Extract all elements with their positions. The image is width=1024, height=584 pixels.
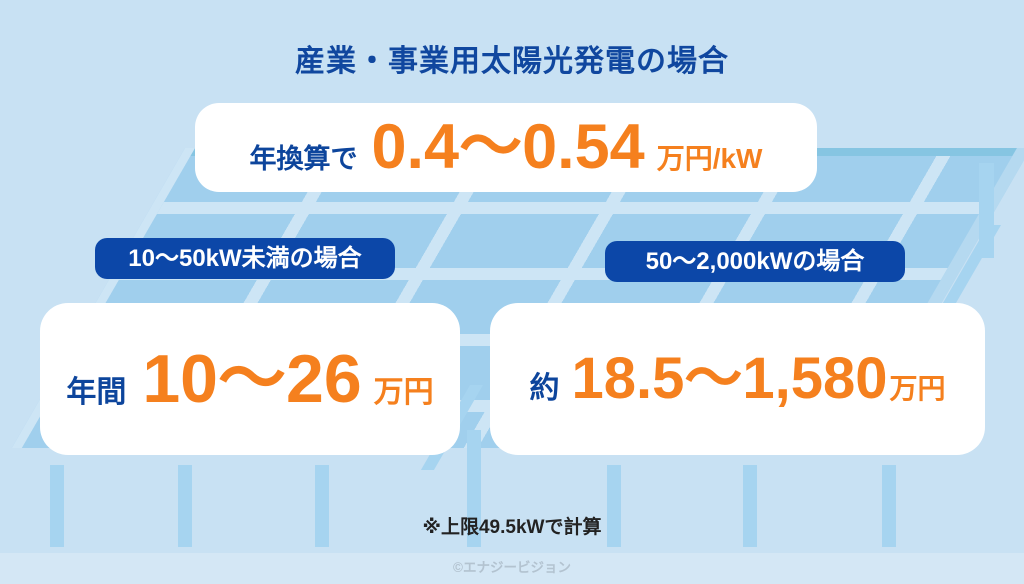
cost-50-2000kw-text: 約 18.5〜1,580 万円 — [529, 350, 945, 408]
cost-card-under-50kw: 年間 10〜26 万円 — [40, 303, 460, 455]
page-title: 産業・事業用太陽光発電の場合 — [295, 45, 729, 78]
cost-under-50kw-value: 10〜26 — [142, 341, 362, 417]
panel-leg — [743, 465, 757, 547]
panel-post-right — [979, 163, 994, 258]
cost-under-50kw-prefix: 年間 — [66, 376, 127, 409]
annual-per-kw-value: 0.4〜0.54 — [371, 112, 645, 182]
panel-leg — [882, 465, 896, 547]
cost-50-2000kw-value: 18.5〜1,580 — [571, 346, 888, 411]
case-label-50-2000kw: 50〜2,000kWの場合 — [605, 241, 905, 282]
panel-leg — [467, 430, 481, 547]
panel-leg — [50, 465, 64, 547]
copyright-credit: ©エナジービジョン — [453, 560, 571, 575]
panel-leg — [607, 465, 621, 547]
annual-per-kw-prefix: 年換算で — [249, 144, 358, 174]
annual-per-kw-card: 年換算で 0.4〜0.54 万円/kW — [195, 103, 817, 192]
cost-50-2000kw-unit: 万円 — [889, 373, 946, 404]
case-label-under-50kw: 10〜50kW未満の場合 — [95, 238, 395, 279]
cost-card-50-2000kw: 約 18.5〜1,580 万円 — [490, 303, 985, 455]
panel-leg — [315, 465, 329, 547]
cost-50-2000kw-prefix: 約 — [529, 372, 560, 405]
cost-under-50kw-text: 年間 10〜26 万円 — [66, 345, 433, 413]
ground-band — [0, 553, 1024, 584]
cost-under-50kw-unit: 万円 — [373, 376, 434, 409]
calculation-footnote: ※上限49.5kWで計算 — [422, 517, 602, 538]
annual-per-kw-text: 年換算で 0.4〜0.54 万円/kW — [250, 116, 763, 179]
annual-per-kw-unit: 万円/kW — [656, 143, 763, 174]
panel-leg — [178, 465, 192, 547]
